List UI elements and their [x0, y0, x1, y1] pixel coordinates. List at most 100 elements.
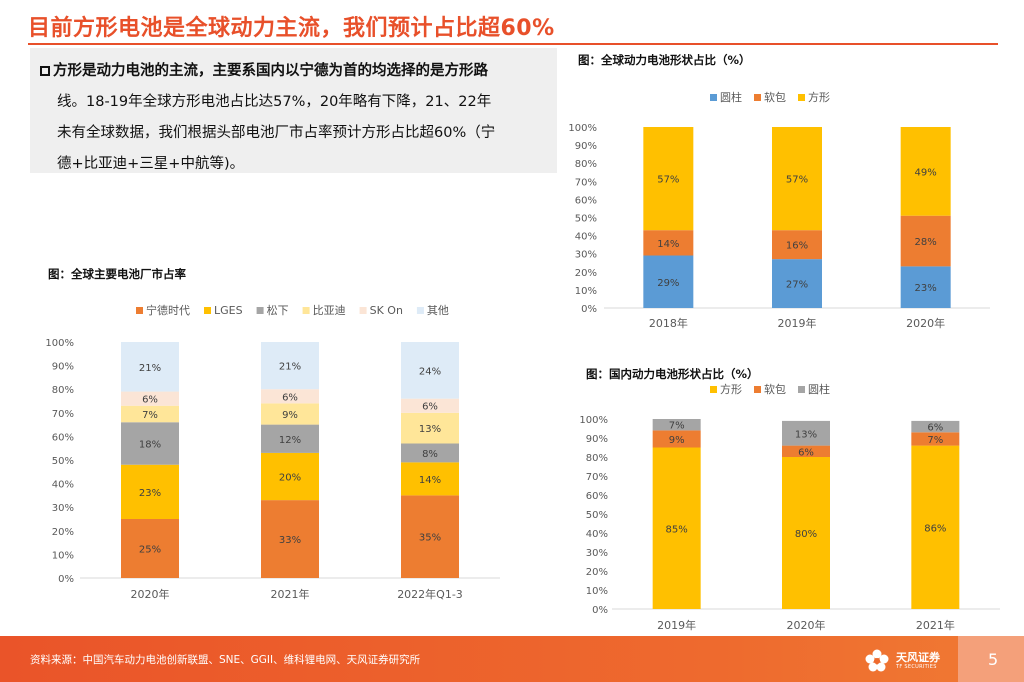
data-label: 35% — [419, 533, 441, 544]
y-tick-label: 70% — [575, 177, 597, 188]
data-label: 16% — [786, 241, 808, 252]
bar-segment — [121, 405, 179, 423]
x-category-label: 2020年 — [131, 587, 170, 601]
x-category-label: 2019年 — [657, 618, 696, 632]
data-label: 85% — [666, 524, 688, 535]
data-label: 9% — [282, 410, 298, 421]
data-label: 6% — [142, 395, 158, 406]
legend-label: 圆柱 — [808, 382, 830, 396]
bar-segment — [900, 127, 951, 216]
page-tab — [958, 636, 1024, 682]
y-tick-label: 30% — [575, 250, 597, 261]
bar-segment — [121, 519, 179, 578]
x-category-label: 2020年 — [906, 316, 945, 330]
y-tick-label: 100% — [45, 338, 74, 349]
y-tick-label: 60% — [586, 491, 608, 502]
data-label: 25% — [139, 545, 161, 556]
y-tick-label: 60% — [575, 195, 597, 206]
footer-bar — [0, 636, 1024, 682]
x-category-label: 2022年Q1-3 — [397, 587, 463, 601]
data-label: 7% — [927, 435, 943, 446]
legend-label: LGES — [214, 304, 243, 317]
legend-label: 软包 — [764, 382, 786, 396]
legend-label: 松下 — [267, 303, 289, 317]
footer-source: 资料来源：中国汽车动力电池创新联盟、SNE、GGII、维科锂电网、天风证券研究所 — [30, 654, 421, 666]
legend-label: 比亚迪 — [313, 304, 346, 317]
flower-logo-icon — [865, 649, 889, 672]
page-number: 5 — [988, 650, 999, 669]
bar-segment — [401, 342, 459, 399]
bar-segment — [772, 230, 822, 260]
summary-text-1: 方形是动力电池的主流，主要系国内以宁德为首的均选择的是方形路 — [53, 63, 488, 79]
y-tick-label: 20% — [575, 268, 597, 279]
data-label: 6% — [798, 447, 814, 458]
square-bullet-icon — [40, 66, 50, 76]
bar-segment — [900, 215, 951, 267]
bar-segment — [121, 391, 179, 406]
bar-segment — [643, 127, 694, 231]
global-share-chart: 0% 10% 20% 30% 40% 50% 60% 70% 80% 90% 100% 宁德时代 LGE… — [45, 303, 500, 601]
y-tick-label: 80% — [575, 159, 597, 170]
data-label: 13% — [419, 424, 441, 435]
legend-swatch — [416, 307, 424, 314]
y-tick-label: 100% — [579, 415, 608, 426]
data-label: 86% — [924, 523, 946, 534]
bar-segment — [911, 432, 960, 446]
y-tick-label: 50% — [52, 456, 74, 467]
brand-name: 天风证券 — [896, 651, 940, 664]
data-label: 6% — [282, 392, 298, 403]
bar-segment — [772, 259, 822, 308]
legend-swatch — [798, 94, 805, 101]
y-tick-label: 10% — [52, 550, 74, 561]
data-label: 23% — [915, 283, 937, 294]
legend-swatch — [798, 386, 805, 393]
global-shape-chart: 0% 10% 20% 30% 40% 50% 60% 70% 80% 90% 100% 圆柱 软包 方形 2… — [568, 90, 990, 330]
bar-segment — [121, 422, 179, 465]
bar-segment — [121, 342, 179, 392]
y-tick-label: 90% — [575, 141, 597, 152]
x-category-label: 2018年 — [649, 316, 688, 330]
legend-swatch — [710, 94, 717, 101]
bar-segment — [643, 230, 694, 256]
bar-segment — [121, 464, 179, 519]
bar-segment — [261, 342, 319, 390]
y-tick-label: 0% — [58, 574, 74, 585]
data-label: 80% — [795, 529, 817, 540]
global-shape-chart-title: 图：全球动力电池形状占比（%） — [578, 53, 751, 67]
bar-segment — [401, 495, 459, 578]
y-tick-label: 50% — [575, 214, 597, 225]
x-category-label: 2019年 — [778, 316, 817, 330]
y-tick-label: 90% — [52, 362, 74, 373]
y-tick-label: 0% — [581, 304, 597, 315]
y-tick-label: 30% — [52, 503, 74, 514]
y-tick-label: 0% — [592, 605, 608, 616]
brand-logo: 天风证券 TF SECURITIES — [862, 646, 940, 676]
data-label: 6% — [422, 402, 438, 413]
data-label: 8% — [422, 449, 438, 460]
legend-label: 宁德时代 — [146, 303, 190, 317]
y-tick-label: 80% — [52, 385, 74, 396]
bar-segment — [401, 398, 459, 413]
y-tick-label: 60% — [52, 432, 74, 443]
x-category-label: 2020年 — [787, 618, 826, 632]
data-label: 13% — [795, 429, 817, 440]
bar-segment — [652, 430, 701, 448]
domestic-shape-chart-title: 图：国内动力电池形状占比（%） — [586, 367, 759, 381]
data-label: 33% — [279, 535, 301, 546]
data-label: 27% — [786, 280, 808, 291]
legend-swatch — [754, 94, 761, 101]
data-label: 12% — [279, 435, 301, 446]
legend-swatch — [256, 307, 264, 314]
title-divider — [28, 43, 998, 45]
legend-swatch — [754, 386, 761, 393]
legend-label: 其他 — [427, 304, 449, 317]
bar-segment — [261, 403, 319, 425]
legend-swatch — [136, 307, 143, 314]
bar-segment — [772, 127, 822, 231]
data-label: 21% — [279, 362, 301, 373]
data-label: 23% — [139, 488, 161, 499]
data-label: 18% — [139, 439, 161, 450]
y-tick-label: 10% — [586, 586, 608, 597]
bar-segment — [401, 443, 459, 463]
bar-segment — [401, 462, 459, 496]
